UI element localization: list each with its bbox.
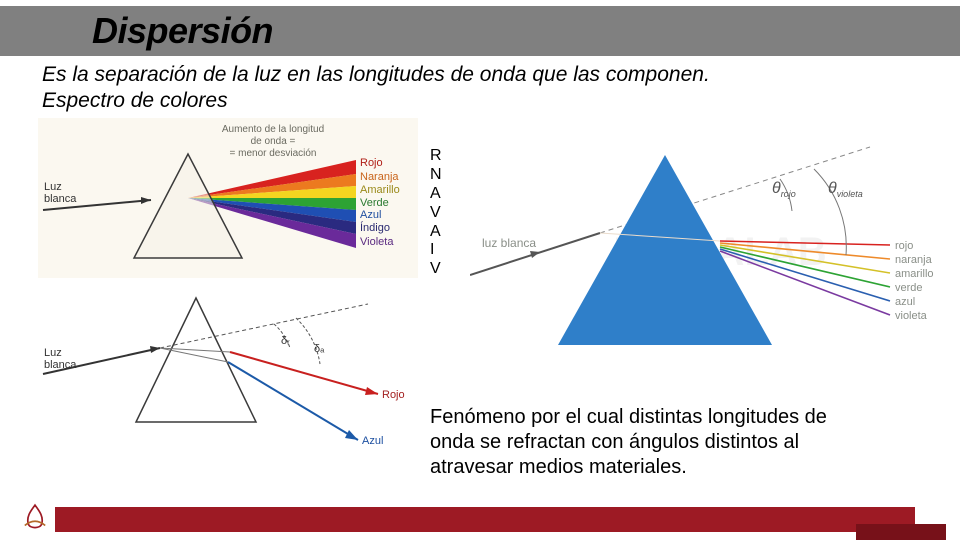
intro-line-1: Es la separación de la luz en las longit…: [42, 62, 922, 88]
right-spectrum-labels: rojo naranja amarillo verde azul violeta: [895, 240, 934, 322]
svg-text:Luz: Luz: [44, 347, 62, 359]
angle-a: δₐ: [314, 343, 325, 355]
theta-red: θrojo: [772, 180, 796, 199]
diagram-prism-spectrum: Aumento de la longitud de onda = = menor…: [38, 118, 418, 278]
svg-text:azul: azul: [895, 296, 915, 308]
incident-label-l2: blanca: [44, 193, 77, 205]
caption-3: = menor desviación: [230, 148, 317, 159]
caption-2: de onda =: [251, 136, 296, 147]
svg-text:blanca: blanca: [44, 359, 77, 371]
logo-icon: [18, 500, 52, 534]
svg-text:amarillo: amarillo: [895, 268, 934, 280]
red-label: Rojo: [382, 389, 405, 401]
slide: Dispersión Es la separación de la luz en…: [0, 0, 960, 540]
svg-text:Rojo: Rojo: [360, 157, 383, 169]
caption-1: Aumento de la longitud: [222, 124, 324, 135]
svg-text:rojo: rojo: [895, 240, 913, 252]
page-title: Dispersión: [92, 10, 273, 52]
footer-bar: [55, 507, 915, 532]
incident-label-l1: Luz: [44, 181, 62, 193]
svg-text:Azul: Azul: [360, 209, 381, 221]
svg-text:verde: verde: [895, 282, 923, 294]
diagram-prism-angles: Luz blanca Rojo Azul δᵣ δₐ: [38, 282, 418, 452]
svg-text:violeta: violeta: [895, 310, 928, 322]
theta-violet: θvioleta: [828, 180, 863, 199]
bottom-paragraph: Fenómeno por el cual distintas longitude…: [430, 405, 840, 480]
svg-text:Índigo: Índigo: [360, 221, 390, 234]
svg-text:Verde: Verde: [360, 197, 389, 209]
blue-label: Azul: [362, 435, 383, 447]
svg-text:Naranja: Naranja: [360, 171, 399, 183]
svg-text:Amarillo: Amarillo: [360, 184, 400, 196]
footer: [0, 505, 960, 540]
incident-label-3: luz blanca: [482, 236, 536, 250]
diagram-prism-theta: FISICALAB luz blanca θrojo θ: [470, 125, 940, 375]
angle-r: δᵣ: [281, 335, 290, 347]
svg-text:Violeta: Violeta: [360, 236, 394, 248]
title-bar: Dispersión: [0, 6, 960, 56]
footer-tab: [856, 524, 946, 540]
intro-line-2: Espectro de colores: [42, 88, 922, 114]
svg-text:naranja: naranja: [895, 254, 933, 266]
acronym: R N A V A I V: [430, 147, 442, 279]
